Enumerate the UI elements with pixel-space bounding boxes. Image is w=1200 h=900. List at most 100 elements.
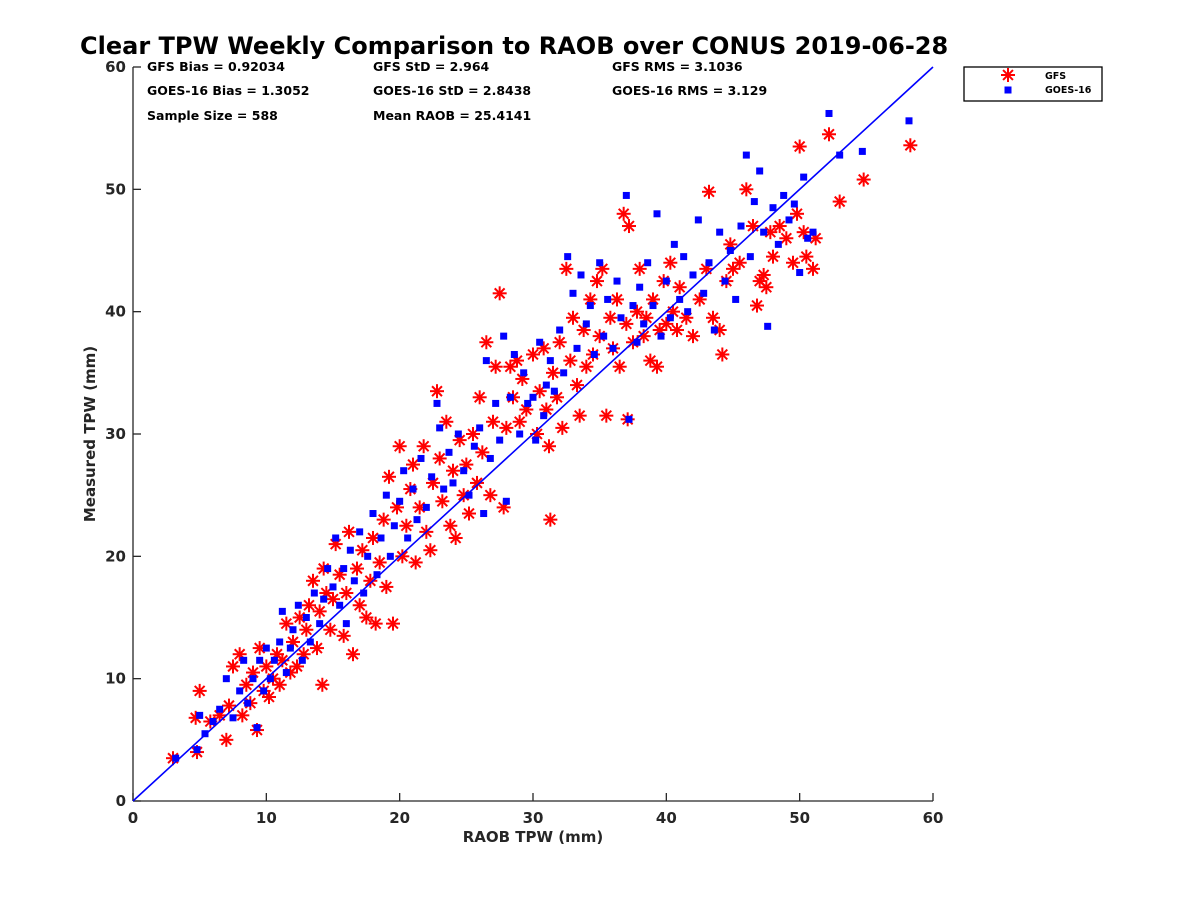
gfs-point bbox=[632, 261, 647, 276]
goes-16-point bbox=[550, 387, 558, 395]
gfs-point bbox=[552, 335, 567, 350]
goes-16-point bbox=[809, 228, 817, 236]
goes-16-point bbox=[756, 167, 764, 175]
legend-gfs-label: GFS bbox=[1045, 71, 1066, 82]
goes-16-point bbox=[510, 350, 518, 358]
gfs-point bbox=[563, 353, 578, 368]
goes-16-point bbox=[804, 234, 812, 242]
gfs-point bbox=[395, 549, 410, 564]
y-tick-label: 20 bbox=[105, 547, 126, 565]
goes-16-point bbox=[256, 656, 264, 664]
gfs-point bbox=[772, 219, 787, 234]
goes-16-point bbox=[253, 724, 261, 732]
gfs-point bbox=[492, 286, 507, 301]
goes-16-point bbox=[858, 147, 866, 155]
gfs-point bbox=[702, 184, 716, 199]
goes-16-point bbox=[710, 326, 718, 334]
gfs-point bbox=[779, 231, 794, 246]
gfs-point bbox=[446, 463, 460, 478]
gfs-point bbox=[903, 138, 918, 153]
goes-16-point bbox=[780, 191, 788, 199]
goes-16-point bbox=[640, 320, 648, 328]
y-tick-label: 0 bbox=[116, 792, 126, 810]
stat-goes-rms: GOES-16 RMS = 3.129 bbox=[612, 83, 767, 98]
gfs-point bbox=[382, 469, 396, 484]
gfs-point bbox=[416, 439, 431, 454]
gfs-point bbox=[750, 298, 764, 313]
y-tick-label: 50 bbox=[105, 180, 126, 198]
goes-16-point bbox=[721, 277, 729, 285]
goes-16-point bbox=[609, 344, 617, 352]
goes-16-point bbox=[382, 491, 390, 499]
goes-16-point bbox=[596, 259, 604, 267]
gfs-point bbox=[756, 267, 771, 282]
gfs-point bbox=[543, 512, 558, 527]
gfs-point bbox=[579, 359, 594, 374]
goes-16-point bbox=[670, 240, 678, 248]
goes-16-point bbox=[240, 656, 248, 664]
goes-16-point bbox=[436, 424, 444, 432]
x-tick-label: 30 bbox=[523, 809, 544, 827]
gfs-point bbox=[432, 451, 447, 466]
gfs-point bbox=[306, 573, 320, 588]
gfs-point bbox=[612, 359, 627, 374]
gfs-point bbox=[272, 677, 287, 692]
gfs-point bbox=[219, 732, 234, 747]
goes-16-point bbox=[262, 644, 270, 652]
y-axis-label: Measured TPW (mm) bbox=[81, 346, 99, 522]
goes-16-point bbox=[726, 247, 734, 254]
goes-16-point bbox=[636, 283, 644, 291]
y-tick-label: 30 bbox=[105, 425, 126, 443]
gfs-point bbox=[856, 172, 871, 187]
stat-goes-std: GOES-16 StD = 2.8438 bbox=[373, 83, 531, 98]
legend-goes-marker bbox=[1004, 86, 1012, 94]
goes-16-point bbox=[573, 344, 581, 352]
gfs-point bbox=[686, 329, 700, 344]
goes-16-point bbox=[390, 522, 398, 530]
gfs-point bbox=[222, 698, 236, 713]
gfs-point bbox=[488, 359, 503, 374]
x-tick-label: 0 bbox=[128, 809, 138, 827]
goes-16-point bbox=[320, 595, 328, 603]
gfs-point bbox=[759, 280, 774, 295]
goes-16-point bbox=[266, 675, 274, 683]
goes-16-point bbox=[694, 216, 702, 224]
goes-16-point bbox=[502, 497, 510, 505]
goes-16-point bbox=[536, 338, 544, 346]
goes-16-point bbox=[342, 620, 350, 628]
goes-16-point bbox=[409, 485, 417, 493]
goes-16-point bbox=[633, 338, 641, 346]
goes-16-point bbox=[680, 253, 688, 261]
goes-16-point bbox=[586, 302, 594, 310]
goes-16-point bbox=[532, 436, 540, 444]
gfs-point bbox=[376, 512, 391, 527]
goes-16-point bbox=[278, 607, 286, 615]
goes-16-point bbox=[270, 656, 278, 664]
gfs-point bbox=[499, 420, 514, 435]
gfs-point bbox=[599, 408, 614, 423]
goes-16-point bbox=[236, 687, 244, 695]
goes-16-point bbox=[653, 210, 661, 218]
goes-16-point bbox=[196, 711, 204, 719]
gfs-point bbox=[786, 255, 800, 270]
goes-16-point bbox=[905, 117, 913, 125]
gfs-point bbox=[406, 457, 420, 472]
goes-16-point bbox=[350, 577, 358, 585]
goes-16-point bbox=[302, 614, 310, 621]
gfs-point bbox=[323, 622, 338, 637]
x-tick-label: 10 bbox=[256, 809, 277, 827]
gfs-point bbox=[346, 647, 360, 662]
gfs-point bbox=[368, 616, 383, 631]
goes-16-point bbox=[582, 320, 590, 328]
goes-16-point bbox=[276, 638, 284, 646]
goes-16-point bbox=[360, 589, 368, 597]
goes-16-point bbox=[445, 448, 453, 456]
gfs-point bbox=[799, 249, 814, 264]
goes-16-point bbox=[556, 326, 564, 334]
goes-16-point bbox=[746, 253, 754, 261]
legend-gfs-asterisk bbox=[1001, 68, 1015, 82]
gfs-point bbox=[332, 567, 347, 582]
goes-16-point bbox=[460, 467, 468, 475]
goes-16-point bbox=[569, 289, 577, 297]
gfs-point bbox=[479, 335, 494, 350]
